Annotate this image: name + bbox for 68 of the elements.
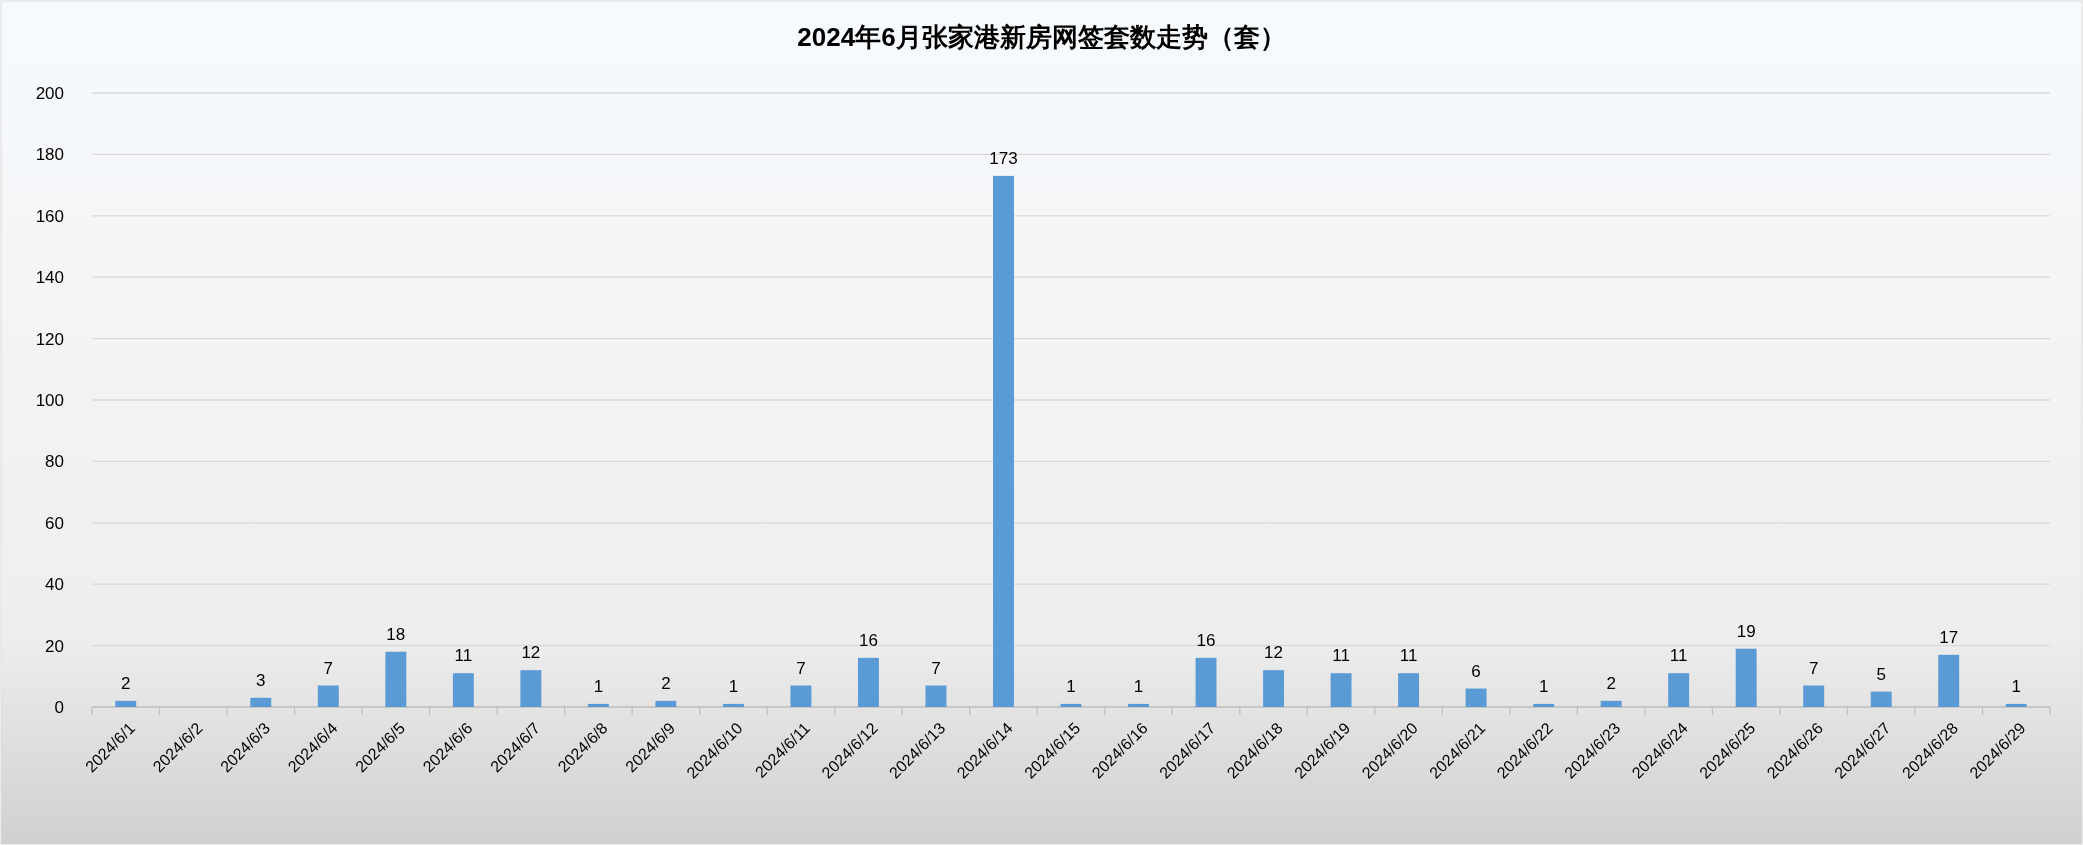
bar (1668, 673, 1690, 707)
bar (857, 657, 879, 707)
data-label: 1 (728, 676, 739, 696)
data-label: 16 (1196, 630, 1216, 650)
data-label: 6 (1471, 661, 1481, 681)
bar (1465, 688, 1487, 707)
bar (655, 700, 677, 707)
y-tick-label: 60 (45, 513, 64, 533)
data-label: 16 (858, 630, 878, 650)
data-label: 3 (256, 670, 266, 690)
data-label: 11 (454, 646, 473, 666)
data-label: 1 (2011, 676, 2021, 696)
data-label: 12 (521, 643, 541, 663)
y-tick-label: 120 (35, 329, 64, 349)
data-label: 1 (593, 676, 604, 696)
bar (385, 651, 407, 707)
bar (1195, 657, 1217, 707)
y-tick-label: 0 (54, 698, 64, 717)
chart-title: 2024年6月张家港新房网签套数走势（套） (797, 22, 1286, 52)
bar (1870, 691, 1892, 707)
bar (317, 685, 339, 707)
bar (1330, 673, 1352, 707)
bar (1533, 703, 1555, 707)
bar (1263, 670, 1285, 707)
data-label: 1 (1133, 676, 1144, 696)
data-label: 11 (1332, 646, 1350, 666)
y-tick-label: 100 (35, 391, 64, 410)
bar (1735, 648, 1757, 707)
y-tick-label: 20 (45, 636, 64, 656)
data-label: 19 (1736, 621, 1756, 641)
bar (520, 670, 542, 707)
bar (1600, 700, 1622, 707)
bar (1803, 685, 1825, 707)
data-label: 7 (1808, 658, 1819, 678)
bar (587, 703, 609, 707)
data-label: 1 (1538, 676, 1549, 696)
bar (115, 700, 137, 707)
bar (452, 673, 474, 707)
data-label: 7 (931, 658, 941, 678)
data-label: 5 (1876, 664, 1886, 684)
data-label: 2 (1606, 673, 1616, 693)
data-label: 11 (1399, 646, 1418, 666)
y-tick-label: 160 (35, 206, 64, 226)
y-tick-label: 40 (45, 575, 64, 595)
y-tick-label: 80 (45, 452, 64, 472)
data-label: 18 (386, 624, 406, 644)
bar (1060, 703, 1082, 707)
y-tick-label: 200 (35, 84, 64, 103)
data-label: 2 (121, 673, 131, 693)
bar (1938, 654, 1960, 707)
bar (1128, 703, 1149, 707)
data-label: 7 (323, 658, 334, 678)
y-tick-label: 180 (35, 145, 64, 165)
data-label: 12 (1264, 643, 1284, 663)
bar (925, 685, 947, 707)
bar (1398, 673, 1420, 707)
data-label: 173 (989, 148, 1018, 168)
data-label: 1 (1066, 676, 1076, 696)
bar (790, 685, 812, 707)
data-label: 11 (1669, 646, 1688, 666)
bar (722, 703, 744, 707)
bar (993, 175, 1014, 707)
y-tick-label: 140 (35, 268, 64, 288)
data-label: 2 (661, 673, 671, 693)
data-label: 17 (1939, 627, 1959, 647)
data-label: 7 (796, 658, 806, 678)
bar (250, 697, 272, 707)
bar (2005, 703, 2027, 707)
